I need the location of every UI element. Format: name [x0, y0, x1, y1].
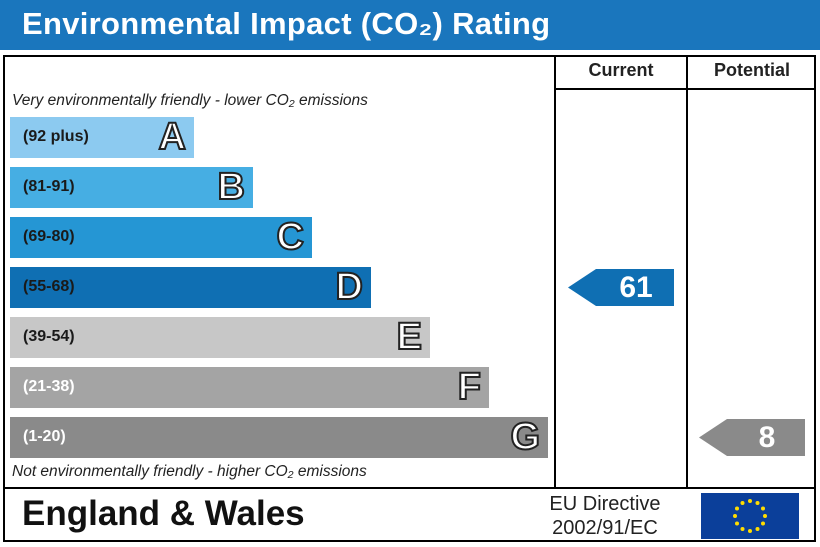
rating-bar-a: (92 plus) A [10, 116, 194, 159]
eu-directive: EU Directive 2002/91/EC [520, 492, 690, 540]
rating-range-label: (69-80) [23, 228, 75, 245]
eu-star [740, 501, 745, 505]
rating-bar-e: (39-54) E [10, 316, 430, 359]
eu-stars-icon [733, 499, 767, 533]
rating-range-label: (39-54) [23, 328, 75, 345]
eu-star [748, 529, 752, 533]
divider-current [554, 55, 556, 489]
header-divider [554, 88, 816, 90]
current-rating-value: 61 [619, 271, 653, 304]
rating-range-label: (55-68) [23, 278, 75, 295]
rating-band-letter: A [158, 116, 187, 159]
rating-frame [3, 55, 816, 542]
eu-star [733, 514, 737, 518]
eu-star [740, 527, 745, 531]
eu-flag [701, 493, 799, 539]
rating-band-letter: B [217, 166, 246, 209]
top-note: Very environmentally friendly - lower CO… [12, 92, 368, 109]
rating-bar-c: (69-80) C [10, 216, 312, 259]
rating-range-label: (81-91) [23, 178, 75, 195]
rating-range-label: (1-20) [23, 428, 66, 445]
eu-star [763, 514, 767, 518]
potential-rating-value: 8 [758, 421, 776, 454]
page-title: Environmental Impact (CO₂) Rating [22, 6, 551, 41]
rating-band-letter: G [509, 416, 541, 459]
directive-line-1: EU Directive [549, 493, 661, 515]
eu-star [761, 521, 765, 526]
rating-bar-g: (1-20) G [10, 416, 548, 459]
bottom-note: Not environmentally friendly - higher CO… [12, 463, 367, 480]
rating-bar-d: (55-68) D [10, 266, 371, 309]
current-rating-arrow: 61 [568, 269, 674, 306]
rating-bar-f: (21-38) F [10, 366, 489, 409]
country-label: England & Wales [22, 494, 305, 533]
eu-star [748, 499, 752, 503]
rating-band-letter: F [457, 366, 482, 409]
footer-divider [3, 487, 816, 489]
eu-star [755, 501, 760, 505]
rating-band-letter: C [276, 216, 305, 259]
eu-star [735, 521, 739, 526]
rating-range-label: (21-38) [23, 378, 75, 395]
rating-bar-b: (81-91) B [10, 166, 253, 209]
current-column-header: Current [588, 60, 654, 80]
divider-potential [686, 55, 688, 489]
eu-star [735, 506, 739, 511]
potential-arrow-shape [699, 419, 805, 456]
potential-rating-arrow: 8 [699, 419, 805, 456]
rating-band-letter: D [335, 266, 364, 309]
eu-star [755, 527, 760, 531]
potential-column-header: Potential [713, 60, 790, 80]
current-arrow-shape [568, 269, 674, 306]
eu-star [761, 506, 765, 511]
rating-range-label: (92 plus) [23, 128, 89, 145]
directive-line-2: 2002/91/EC [552, 517, 658, 539]
header: Environmental Impact (CO₂) Rating [0, 0, 820, 50]
rating-band-letter: E [396, 316, 423, 359]
